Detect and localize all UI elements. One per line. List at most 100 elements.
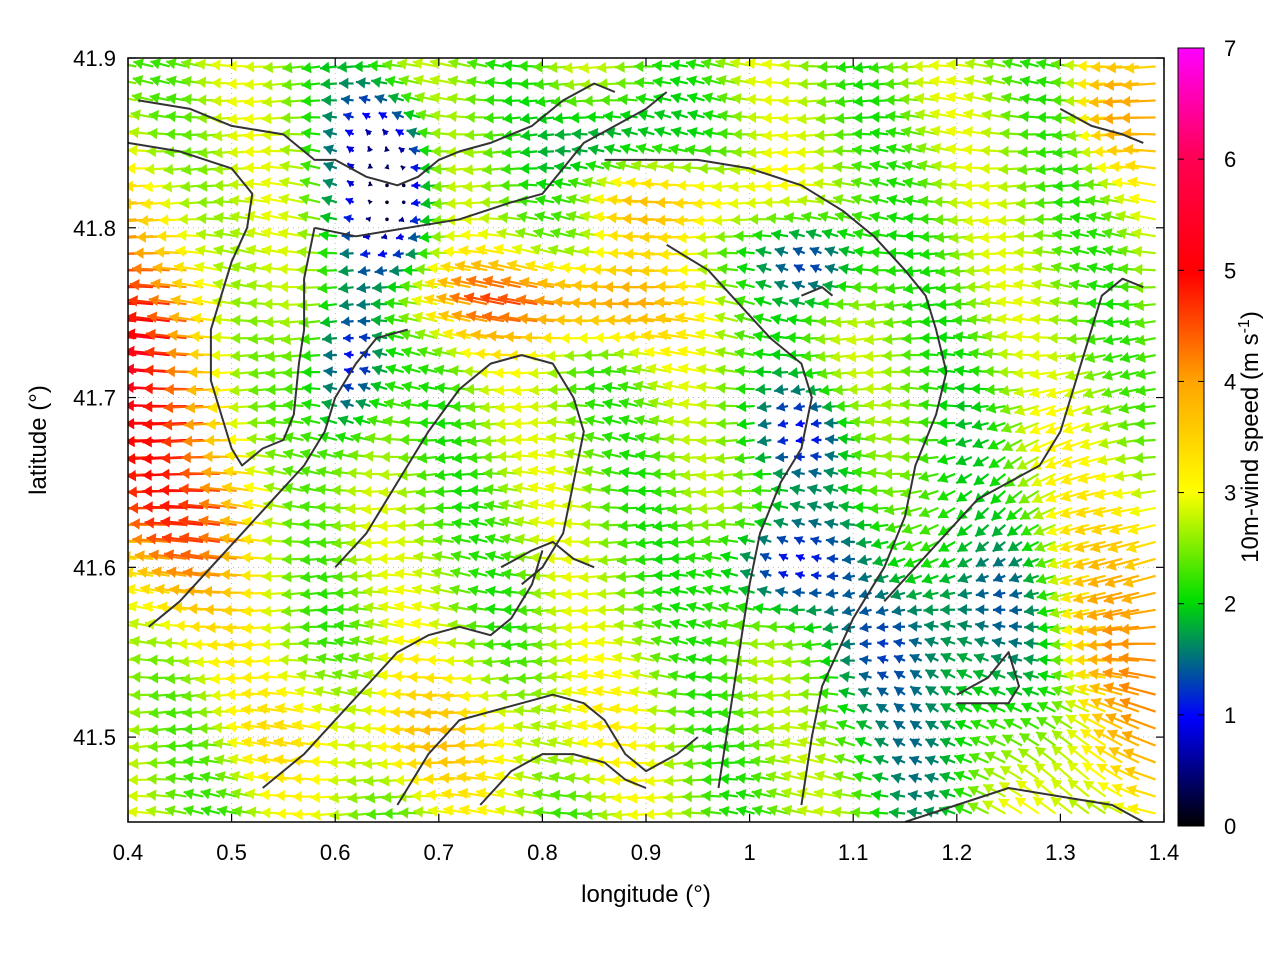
wind-arrow [200,788,221,800]
wind-arrow [939,720,956,731]
wind-arrow [970,719,989,730]
wind-arrow [299,637,321,649]
wind-arrow [684,723,705,736]
wind-arrow [513,788,538,800]
wind-arrow [892,737,906,749]
wind-arrow [780,770,805,782]
wind-arrow [851,789,872,801]
wind-arrow [1000,749,1023,764]
wind-arrow [1124,766,1157,781]
wind-arrow [129,635,154,648]
wind-arrow [530,720,555,732]
wind-arrow [594,636,622,648]
wind-arrow [839,671,856,683]
wind-arrow [1119,638,1156,650]
wind-arrow [817,703,839,716]
wind-arrow [1077,698,1106,713]
wind-arrow [682,774,705,787]
wind-arrow [647,687,672,699]
wind-arrow [974,636,989,648]
wind-arrow [532,788,555,801]
wind-arrow [718,689,738,702]
wind-arrow [876,671,889,681]
wind-arrow [909,702,923,714]
wind-arrow [940,668,956,680]
wind-arrow [294,685,321,698]
wind-arrow [512,720,538,733]
wind-arrow [1004,702,1023,714]
wind-arrow [684,706,705,718]
wind-arrow [648,669,672,681]
wind-arrow [530,704,555,716]
wind-arrow [494,721,521,734]
wind-arrow [907,790,922,802]
wind-arrow [972,669,989,681]
wind-arrow [781,656,805,668]
wind-arrow [764,738,789,750]
wind-arrow [751,788,772,800]
wind-arrow [1017,747,1040,764]
wind-arrow [813,787,839,800]
wind-arrow [909,669,923,680]
wind-arrow [700,806,722,818]
wind-arrow [985,735,1006,747]
wind-arrow [999,765,1023,781]
wind-arrow [954,736,973,748]
wind-arrow [1076,683,1106,696]
wind-arrow [1001,734,1023,747]
wind-arrow [780,705,805,717]
colorbar-tick-label: 2 [1224,592,1236,617]
wind-arrow [893,638,906,648]
wind-arrow [278,654,304,666]
wind-arrow [735,756,755,768]
wind-arrow [1051,729,1073,747]
wind-arrow [869,807,889,819]
wind-arrow [1064,699,1090,713]
wind-arrow [683,758,705,770]
wind-arrow [1118,652,1156,664]
wind-arrow [1082,779,1107,798]
wind-arrow [333,652,354,664]
wind-arrow [1051,700,1073,713]
wind-arrow [853,754,872,765]
colorbar [1177,47,1205,827]
wind-arrow [953,804,973,815]
wind-arrow [780,721,805,733]
wind-arrow [719,773,738,785]
wind-arrow [183,805,204,817]
wind-arrow [925,702,940,714]
wind-arrow [1062,639,1089,651]
wind-arrow [1094,745,1123,764]
wind-arrow [482,656,505,668]
wind-arrow [662,807,688,820]
wind-arrow [1033,778,1057,798]
wind-arrow [1102,667,1140,679]
wind-arrow [1032,796,1057,815]
wind-arrow [766,804,789,817]
wind-arrow [494,770,521,782]
wind-arrow [649,652,672,664]
wind-arrow [183,755,204,768]
wind-arrow [128,790,154,802]
wind-arrow [667,687,688,700]
wind-arrow [645,740,672,752]
wind-arrow [200,805,221,817]
wind-arrow [969,736,989,747]
wind-arrow [514,805,538,818]
wind-arrow [165,690,187,702]
wind-arrow [1079,728,1107,747]
wind-arrow [1067,778,1090,798]
wind-arrow [546,736,572,749]
wind-arrow [1050,778,1073,798]
wind-arrow [685,653,705,665]
wind-arrow [1089,682,1123,696]
wind-arrow [850,806,872,819]
wind-arrow [1035,730,1057,747]
wind-arrow [130,689,154,701]
wind-arrow [650,635,672,647]
wind-arrow [718,805,739,818]
wind-arrow [971,686,989,697]
wind-arrow [347,792,371,804]
wind-arrow [781,787,805,799]
wind-arrow [701,740,722,753]
